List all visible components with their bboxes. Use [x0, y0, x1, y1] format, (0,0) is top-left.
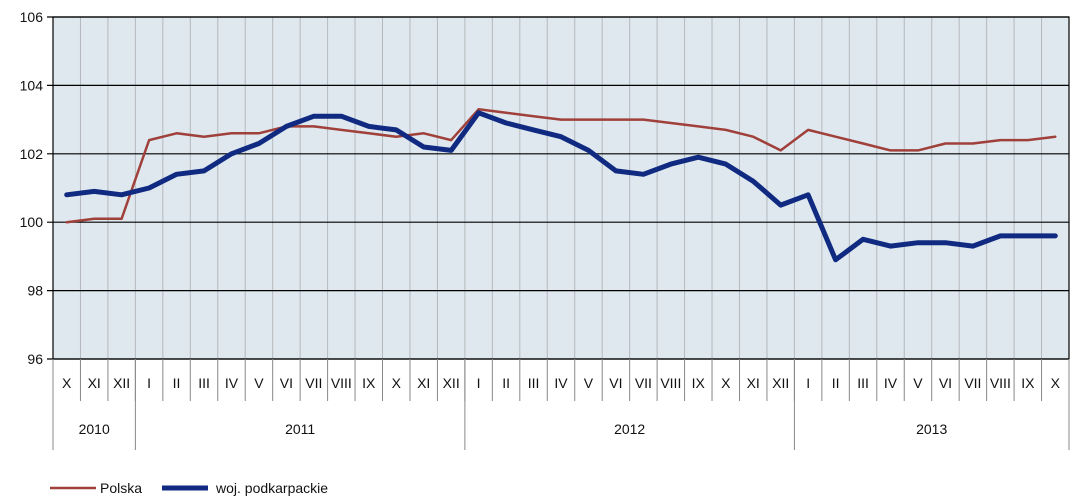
x-tick-label: X	[721, 375, 731, 391]
x-tick-label: IV	[225, 375, 239, 391]
data-series	[64, 108, 1058, 263]
x-tick-label: XI	[417, 375, 430, 391]
x-tick-label: III	[857, 375, 869, 391]
x-tick-label: VI	[280, 375, 293, 391]
x-tick-label: XII	[113, 375, 130, 391]
x-tick-label: I	[147, 375, 151, 391]
series-line-polska	[65, 108, 1057, 224]
y-tick-label: 102	[20, 146, 44, 162]
x-tick-label: II	[502, 375, 510, 391]
x-tick-label: X	[392, 375, 402, 391]
x-tick-label: IX	[1021, 375, 1035, 391]
axes	[52, 16, 1070, 450]
x-tick-label: VIII	[331, 375, 352, 391]
series-line-podkarpackie	[64, 110, 1058, 263]
x-tick-label: IV	[554, 375, 568, 391]
legend: Polska woj. podkarpackie	[50, 480, 328, 496]
plot-area	[53, 17, 1069, 359]
x-tick-labels: X XI XII I II III IV V VI VII VIII IX X XI XII I II III IV…	[62, 375, 1061, 391]
plot-border	[52, 16, 1070, 360]
x-tick-label: X	[62, 375, 72, 391]
x-tick-label: III	[528, 375, 540, 391]
legend-label-polska: Polska	[100, 480, 142, 496]
x-tick-label: VI	[939, 375, 952, 391]
x-tick-label: VIII	[660, 375, 681, 391]
x-tick-label: XI	[747, 375, 760, 391]
x-tick-label: VII	[305, 375, 322, 391]
gridlines	[47, 16, 1069, 360]
x-tick-label: XI	[88, 375, 101, 391]
x-tick-label: XII	[772, 375, 789, 391]
x-tick-label: IX	[692, 375, 706, 391]
plot-background	[53, 17, 1069, 359]
x-tick-label: XII	[443, 375, 460, 391]
year-label: 2013	[916, 421, 947, 437]
x-tick-label: IX	[362, 375, 376, 391]
y-tick-label: 100	[20, 214, 44, 230]
year-label: 2010	[79, 421, 110, 437]
x-tick-label: VII	[635, 375, 652, 391]
x-tick-label: IV	[884, 375, 898, 391]
x-tick-label: V	[913, 375, 923, 391]
x-tick-label: V	[584, 375, 594, 391]
y-tick-label: 106	[20, 9, 44, 25]
x-tick-label: VIII	[990, 375, 1011, 391]
year-label: 2011	[285, 421, 315, 437]
x-tick-label: VII	[964, 375, 981, 391]
year-label: 2012	[614, 421, 645, 437]
x-tick-label: I	[806, 375, 810, 391]
legend-label-podkarpackie: woj. podkarpackie	[215, 480, 328, 496]
y-tick-label: 96	[27, 351, 43, 367]
x-tick-label: I	[477, 375, 481, 391]
x-tick-label: X	[1051, 375, 1061, 391]
x-tick-label: V	[254, 375, 264, 391]
x-tick-label: VI	[609, 375, 622, 391]
x-tick-label: II	[832, 375, 840, 391]
x-tick-label: II	[173, 375, 181, 391]
y-tick-labels: 96 98 100 102 104 106	[20, 9, 44, 367]
year-labels: 2010 2011 2012 2013	[79, 421, 948, 437]
x-tick-label: III	[198, 375, 210, 391]
y-tick-label: 104	[20, 77, 44, 93]
y-tick-label: 98	[27, 283, 43, 299]
